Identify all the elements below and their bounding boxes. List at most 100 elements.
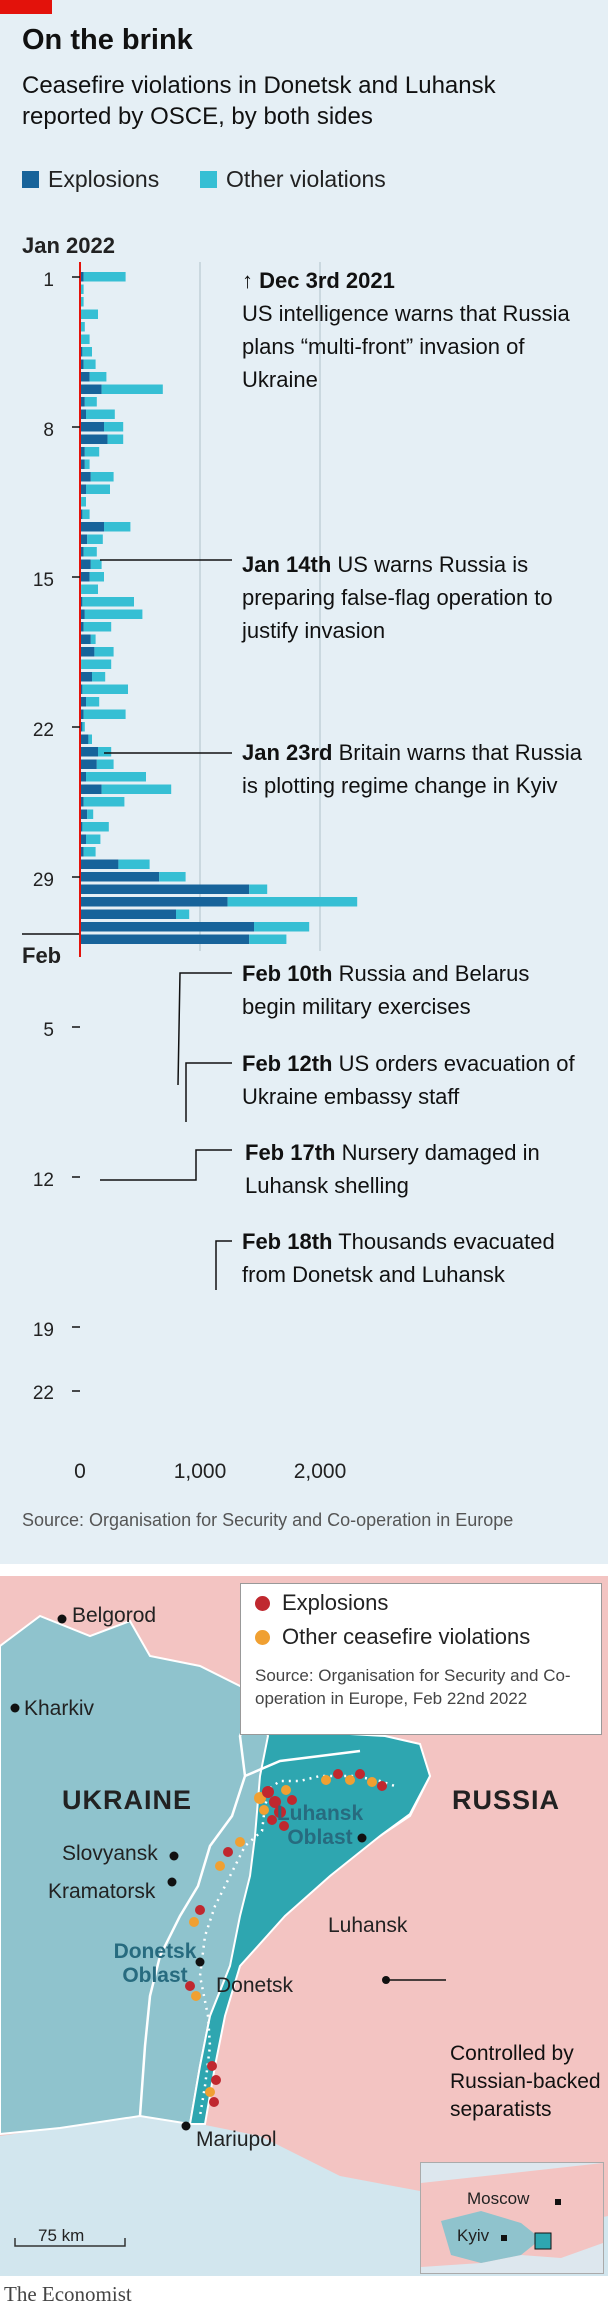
day-tick-label: 22 xyxy=(32,720,54,741)
brand-footer: The Economist xyxy=(4,2282,132,2306)
other-violations-bar xyxy=(176,909,190,919)
explosions-bar xyxy=(80,359,84,369)
violation-dot xyxy=(345,1775,355,1785)
front-line xyxy=(198,1774,396,2117)
scale-bar xyxy=(14,2238,126,2247)
inset-ukraine xyxy=(441,2211,541,2263)
map-legend: Explosions Other ceasefire violations So… xyxy=(240,1583,602,1735)
month-label-feb: Feb xyxy=(22,943,62,968)
violation-dot xyxy=(281,1785,291,1795)
bar-chart xyxy=(22,262,358,1392)
explosions-bar xyxy=(80,734,89,744)
violation-dot xyxy=(195,1905,205,1915)
other-violations-bar xyxy=(80,309,98,319)
violation-dot xyxy=(279,1821,289,1831)
other-violations-bar xyxy=(86,772,146,782)
violation-dot xyxy=(185,1981,195,1991)
legend-other-label: Other violations xyxy=(226,166,386,192)
violation-dot xyxy=(267,1815,277,1825)
annotation-key: Feb 18th xyxy=(242,1229,333,1254)
explosions-bar xyxy=(80,572,90,582)
city-kyiv: Kyiv xyxy=(457,2226,490,2245)
other-violations-bar xyxy=(83,797,125,807)
city-marker xyxy=(357,1833,367,1843)
explosions-bar xyxy=(80,347,83,357)
explosions-bar xyxy=(80,534,88,544)
annotation-feb17: Feb 17th Nursery damaged in Luhansk shel… xyxy=(245,1136,590,1202)
other-violations-bar xyxy=(96,759,114,769)
other-violations-bar xyxy=(80,334,90,344)
explosions-bar xyxy=(80,747,98,757)
explosions-bar xyxy=(80,447,85,457)
city-belgorod: Belgorod xyxy=(72,1604,157,1627)
explosions-bar xyxy=(80,647,95,657)
annotation-text: US orders evacuation of Ukraine embassy … xyxy=(242,1051,575,1109)
explosions-bar xyxy=(80,897,228,907)
other-violations-bar xyxy=(89,372,107,382)
city-marker xyxy=(195,1957,205,1967)
explosions-bar xyxy=(80,509,83,519)
day-tick-label: 22 xyxy=(32,1383,54,1404)
explosions-bar xyxy=(80,884,250,894)
oblast-border xyxy=(244,1749,361,1778)
city-moscow: Moscow xyxy=(467,2189,530,2208)
city-donetsk: Donetsk xyxy=(216,1974,294,1997)
other-violations-bar xyxy=(92,672,106,682)
other-violations-bar xyxy=(90,472,114,482)
oblast-border xyxy=(138,1700,257,2117)
other-swatch xyxy=(200,171,217,188)
other-violations-bar xyxy=(89,572,104,582)
annotation-text: US warns Russia is preparing false-flag … xyxy=(242,552,553,643)
violation-dot xyxy=(211,2075,221,2085)
inset-region-box xyxy=(534,2232,552,2250)
other-violations-bar xyxy=(81,497,86,507)
explosions-swatch xyxy=(22,171,39,188)
chart-source: Source: Organisation for Security and Co… xyxy=(22,1510,514,1530)
other-violations-bar xyxy=(83,359,96,369)
day-tick-label: 1 xyxy=(43,270,54,291)
violation-dot xyxy=(269,1796,281,1808)
annotation-feb12: Feb 12th US orders evacuation of Ukraine… xyxy=(242,1047,587,1113)
explosions-bar xyxy=(80,522,104,532)
other-violations-bar xyxy=(82,722,85,732)
explosions-bar xyxy=(80,672,92,682)
annotation-leader-feb10 xyxy=(177,972,232,1086)
other-violations-bar xyxy=(104,522,131,532)
explosions-bar xyxy=(80,784,102,794)
other-violations-bar xyxy=(84,397,97,407)
other-violations-bar xyxy=(86,697,100,707)
legend-explosions-label: Explosions xyxy=(48,166,160,192)
other-violations-bar xyxy=(83,272,126,282)
oblast-luhansk: Luhansk Oblast xyxy=(276,1802,364,1849)
city-slovyansk: Slovyansk xyxy=(62,1842,158,1865)
annotation-text: US intelligence warns that Russia plans … xyxy=(242,301,570,392)
violation-dot xyxy=(209,2097,219,2107)
explosions-bar xyxy=(80,759,97,769)
violation-dot xyxy=(367,1777,377,1787)
other-violations-bar xyxy=(82,347,92,357)
violation-dot xyxy=(207,2061,217,2071)
explosions-bar xyxy=(80,409,86,419)
violation-dot xyxy=(377,1781,387,1791)
other-violations-bar xyxy=(98,747,112,757)
map-legend-other-label: Other ceasefire violations xyxy=(282,1624,531,1649)
city-marker xyxy=(10,1703,20,1713)
other-violations-bar xyxy=(87,809,94,819)
other-violations-bar xyxy=(82,684,128,694)
city-marker xyxy=(57,1614,67,1624)
annotation-key: Jan 14th xyxy=(242,552,332,577)
annotation-dec3: ↑ Dec 3rd 2021 US intelligence warns that… xyxy=(242,264,587,396)
other-violations-bar xyxy=(86,409,115,419)
explosions-bar xyxy=(80,459,85,469)
other-violations-bar xyxy=(84,459,90,469)
legend-explosions: Explosions xyxy=(22,166,159,193)
legend-other: Other violations xyxy=(200,166,386,193)
explosions-bar xyxy=(80,834,86,844)
other-violations-bar xyxy=(86,834,101,844)
annotation-feb10: Feb 10th Russia and Belarus begin milita… xyxy=(242,957,587,1023)
violation-dot xyxy=(333,1769,343,1779)
violation-dot xyxy=(191,1991,201,2001)
explosions-bar xyxy=(80,397,85,407)
kyiv-marker xyxy=(501,2235,507,2241)
other-violations-bar xyxy=(88,734,92,744)
